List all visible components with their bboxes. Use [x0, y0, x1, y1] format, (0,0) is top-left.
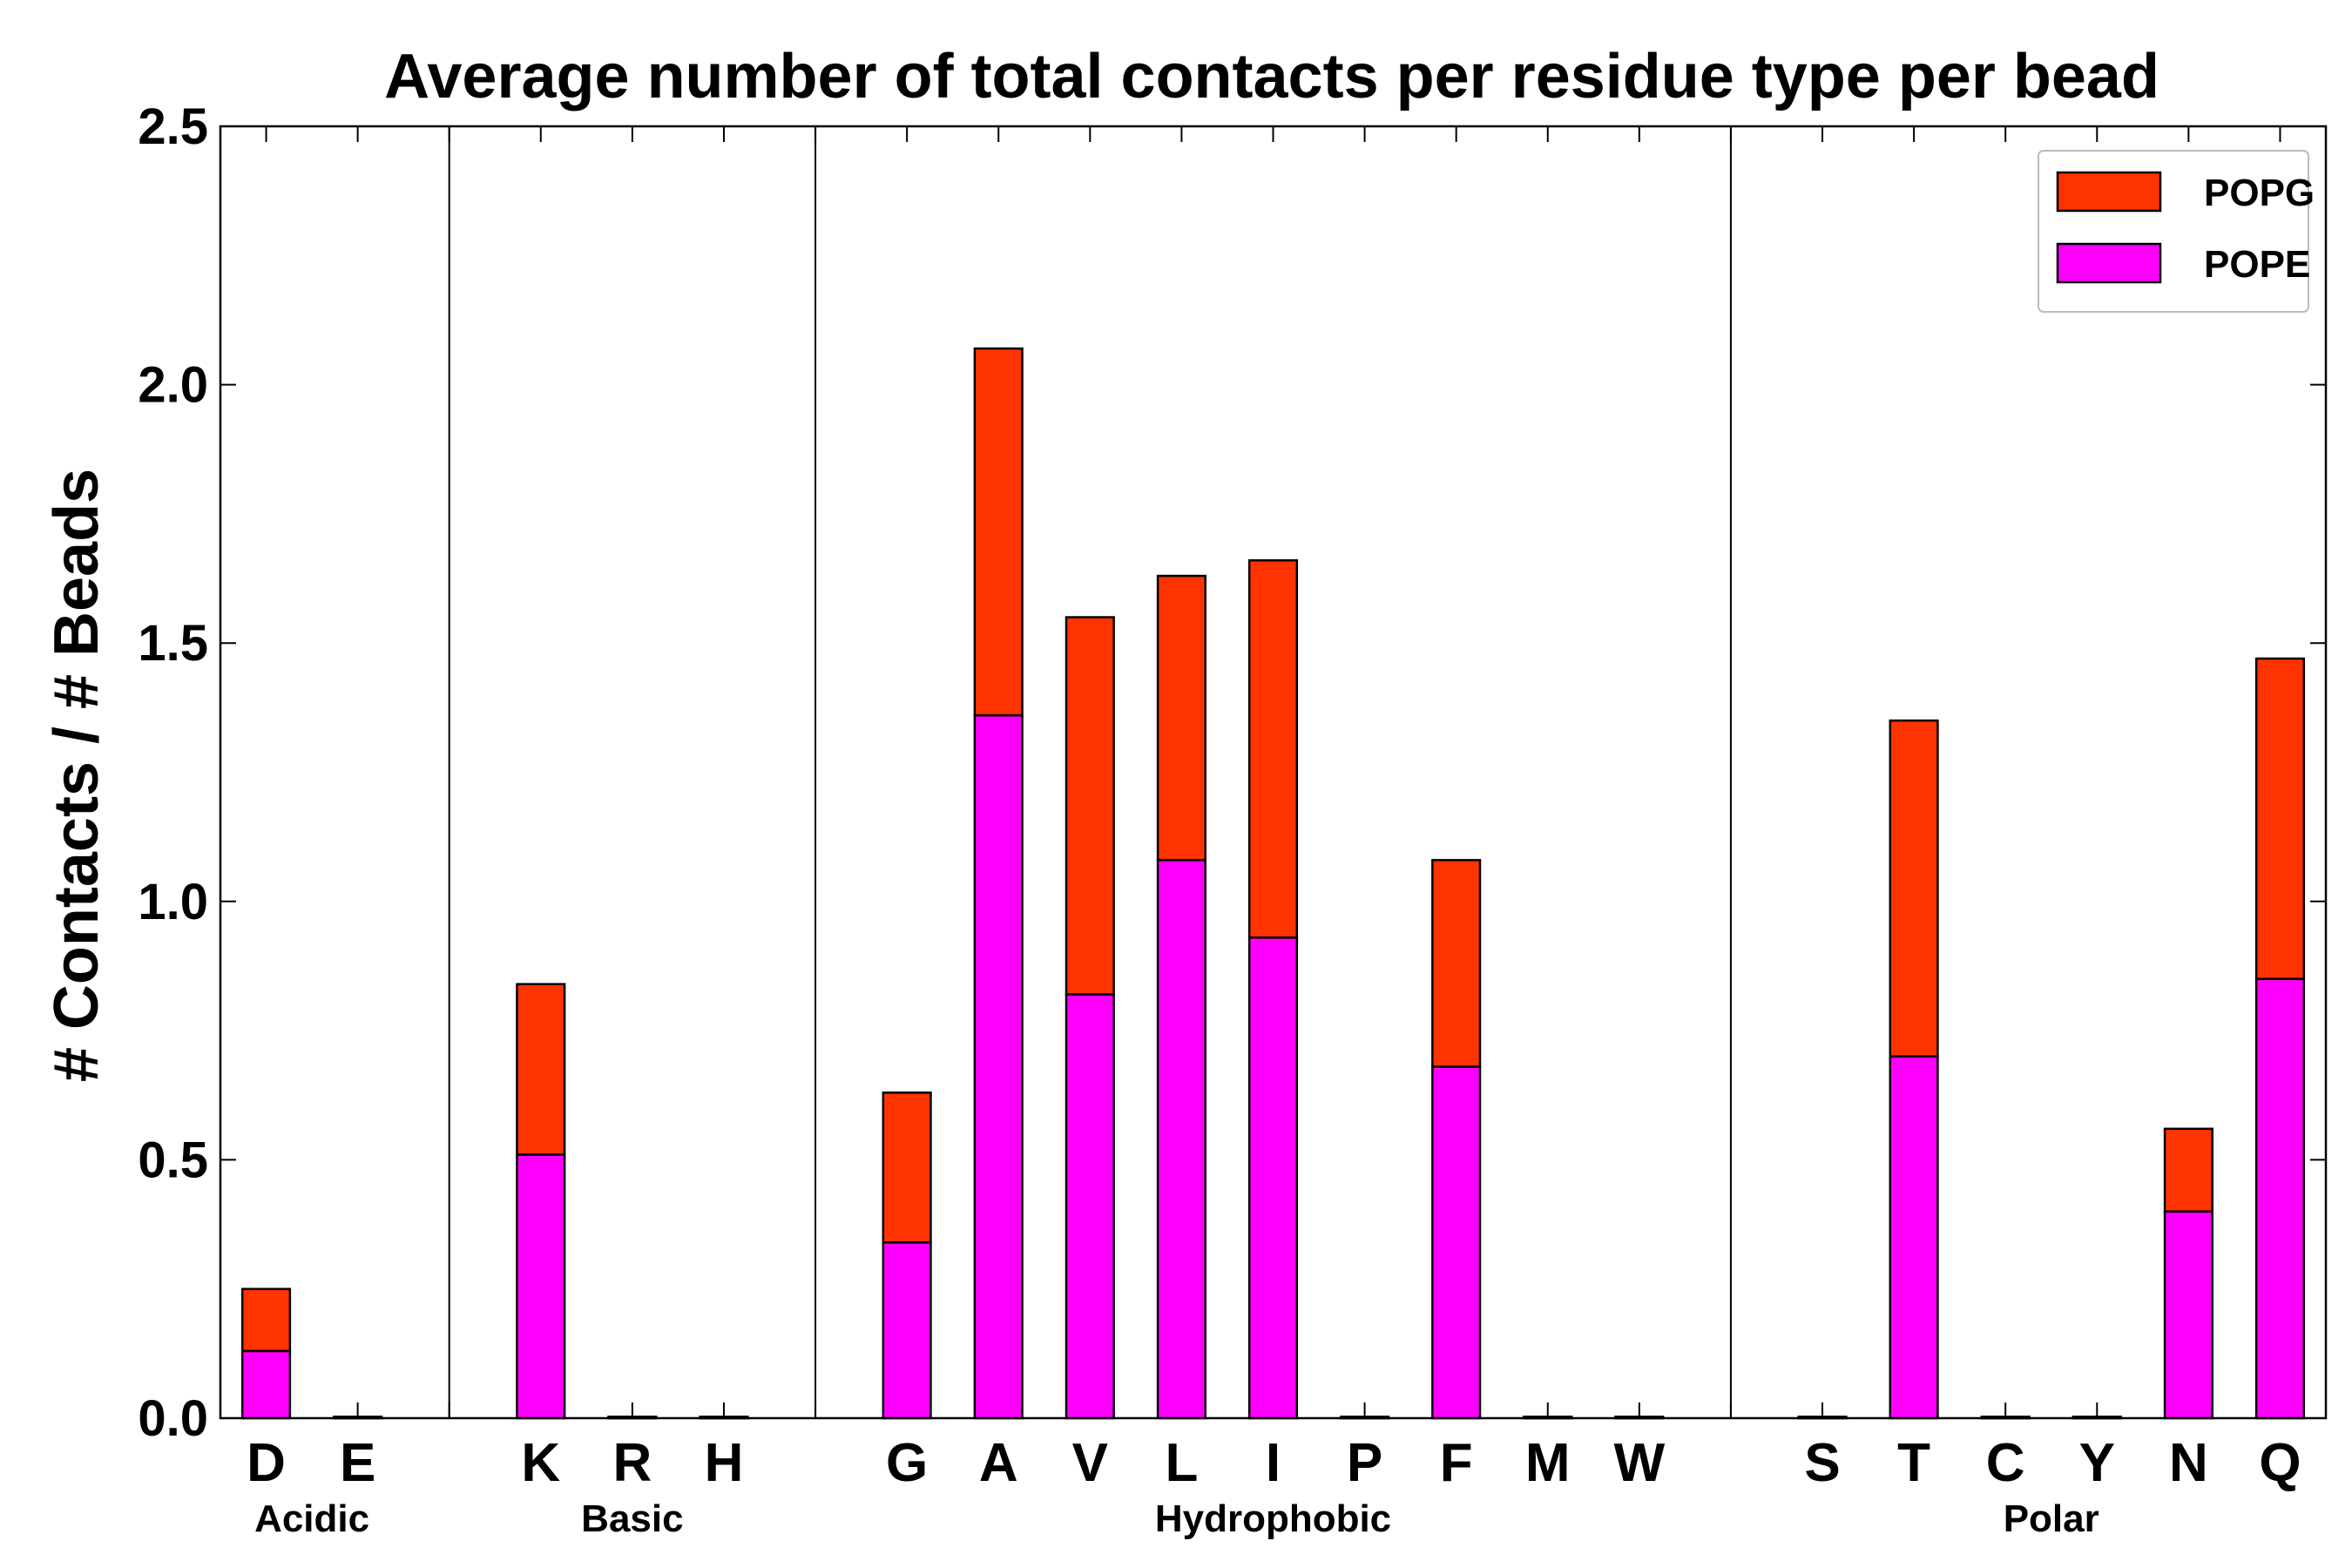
y-tick-label: 0.5 [138, 1132, 208, 1188]
bar-popg-G [882, 1092, 932, 1244]
y-tick-label: 1.5 [138, 615, 208, 672]
x-tick-label-P: P [1347, 1433, 1382, 1493]
bar-popg-Q [2254, 657, 2306, 981]
bar-popg-N [2163, 1127, 2213, 1213]
legend-swatch-pope [2056, 242, 2162, 284]
bar-popg-I [1247, 559, 1299, 939]
bar-pope-L [1156, 859, 1206, 1420]
y-tick-label: 2.0 [138, 357, 208, 414]
y-tick-label: 1.0 [138, 874, 208, 930]
x-tick-label-V: V [1072, 1433, 1108, 1493]
x-tick-label-Q: Q [2259, 1433, 2301, 1493]
bar-popg-S [1797, 1416, 1848, 1420]
bar-popg-K [516, 983, 566, 1156]
x-tick-label-F: F [1440, 1433, 1473, 1493]
x-tick-label-R: R [613, 1433, 652, 1493]
bar-popg-E [333, 1416, 383, 1420]
x-tick-label-A: A [979, 1433, 1018, 1493]
bar-pope-F [1431, 1065, 1482, 1420]
bar-pope-A [973, 713, 1024, 1420]
group-label-basic: Basic [581, 1497, 683, 1540]
bar-popg-V [1064, 616, 1115, 996]
x-tick-label-Y: Y [2079, 1433, 2115, 1493]
bar-pope-K [516, 1153, 566, 1420]
bar-pope-I [1247, 936, 1299, 1420]
bar-pope-N [2163, 1210, 2213, 1420]
y-axis-label: # Contacts / # Beads [42, 469, 112, 1082]
bar-popg-M [1523, 1416, 1573, 1420]
legend-swatch-popg [2056, 171, 2162, 213]
x-tick-label-E: E [340, 1433, 375, 1493]
x-tick-label-H: H [705, 1433, 744, 1493]
x-tick-label-S: S [1804, 1433, 1840, 1493]
bar-popg-A [973, 347, 1024, 717]
bar-popg-P [1340, 1416, 1390, 1420]
legend-label-popg: POPG [2204, 172, 2315, 214]
bar-popg-R [607, 1416, 658, 1420]
y-tick-label: 2.5 [138, 98, 208, 155]
x-tick-label-I: I [1266, 1433, 1281, 1493]
bar-popg-F [1431, 859, 1482, 1068]
bar-popg-H [699, 1416, 749, 1420]
bar-pope-V [1064, 993, 1115, 1420]
x-tick-label-M: M [1525, 1433, 1571, 1493]
x-tick-label-L: L [1165, 1433, 1198, 1493]
x-tick-label-N: N [2169, 1433, 2208, 1493]
group-label-polar: Polar [2004, 1497, 2099, 1540]
bar-pope-G [882, 1241, 932, 1420]
x-tick-label-K: K [521, 1433, 560, 1493]
plot-area: 0.0 0.5 1.0 1.5 2.0 2.5 D E K R H G A V L I P F M W S T C Y N Q Ac… [138, 98, 2328, 1540]
legend-label-pope: POPE [2204, 243, 2310, 286]
bar-popg-T [1889, 719, 1939, 1058]
bar-popg-D [240, 1288, 292, 1353]
bar-popg-L [1156, 574, 1206, 862]
group-label-acidic: Acidic [254, 1497, 369, 1540]
bar-pope-Q [2254, 977, 2306, 1420]
bar-popg-Y [2072, 1416, 2122, 1420]
bar-popg-C [1980, 1416, 2031, 1420]
bar-pope-D [240, 1349, 292, 1420]
x-tick-label-W: W [1614, 1433, 1666, 1493]
x-tick-label-G: G [886, 1433, 928, 1493]
group-label-hydrophobic: Hydrophobic [1155, 1497, 1391, 1540]
chart-title: Average number of total contacts per res… [384, 42, 2159, 112]
x-tick-label-C: C [1986, 1433, 2025, 1493]
bar-popg-W [1614, 1416, 1665, 1420]
bar-pope-T [1889, 1055, 1939, 1420]
y-tick-label: 0.0 [138, 1390, 208, 1447]
x-tick-label-D: D [247, 1433, 286, 1493]
x-tick-label-T: T [1897, 1433, 1930, 1493]
